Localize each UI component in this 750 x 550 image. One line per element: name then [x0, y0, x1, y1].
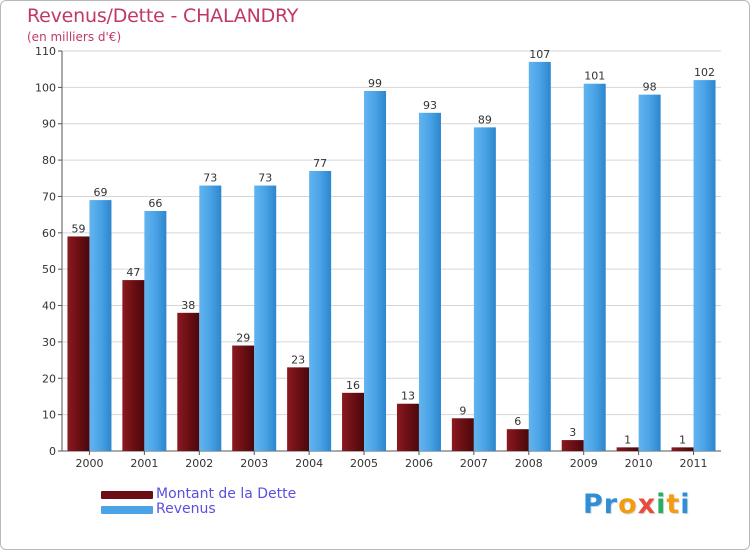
logo-letter: i [656, 489, 667, 520]
data-label-debt: 59 [71, 222, 85, 235]
data-label-debt: 29 [236, 332, 250, 345]
data-label-revenue: 69 [93, 186, 107, 199]
bar-debt [396, 403, 419, 451]
data-label-revenue: 93 [423, 99, 437, 112]
chart-title: Revenus/Dette - CHALANDRY [27, 5, 299, 27]
data-label-revenue: 73 [258, 172, 272, 185]
x-tick-label: 2005 [350, 457, 378, 470]
legend-label-revenue: Revenus [156, 501, 216, 517]
bar-revenue [254, 185, 277, 451]
bar-debt [177, 312, 200, 451]
data-label-debt: 38 [181, 299, 195, 312]
data-label-revenue: 89 [478, 113, 492, 126]
x-tick-label: 2011 [680, 457, 708, 470]
bar-revenue [309, 171, 332, 451]
data-label-debt: 1 [679, 433, 686, 446]
data-label-debt: 1 [624, 433, 631, 446]
x-tick-label: 2009 [570, 457, 598, 470]
x-tick-label: 2010 [625, 457, 653, 470]
data-label-revenue: 107 [529, 48, 550, 61]
bar-revenue [583, 83, 606, 452]
data-label-debt: 3 [569, 426, 576, 439]
bar-debt [287, 367, 310, 451]
x-tick-label: 2001 [130, 457, 158, 470]
data-label-revenue: 66 [148, 197, 162, 210]
x-tick-label: 2007 [460, 457, 488, 470]
logo-letter: i [680, 489, 691, 520]
y-tick-label: 60 [42, 227, 56, 240]
bar-debt [616, 447, 639, 451]
bar-debt [671, 447, 694, 451]
proxiti-logo: Proxiti [583, 489, 691, 520]
y-tick-label: 80 [42, 154, 56, 167]
bar-revenue [199, 185, 222, 451]
y-tick-label: 100 [35, 81, 56, 94]
logo-letter: r [603, 489, 619, 520]
bar-debt [451, 418, 474, 451]
data-label-revenue: 98 [643, 81, 657, 94]
bar-debt [506, 429, 529, 451]
data-label-debt: 13 [401, 390, 415, 403]
data-label-revenue: 77 [313, 157, 327, 170]
bar-revenue [638, 94, 661, 452]
data-label-debt: 47 [126, 266, 140, 279]
bar-revenue [89, 200, 112, 451]
logo-letter: x [637, 489, 657, 520]
logo-letter: P [583, 489, 604, 520]
x-tick-label: 2003 [240, 457, 268, 470]
legend-swatch-debt [101, 491, 153, 499]
bar-revenue [364, 91, 387, 451]
data-label-revenue: 73 [203, 172, 217, 185]
y-tick-label: 90 [42, 118, 56, 131]
x-tick-label: 2008 [515, 457, 543, 470]
bar-debt [122, 280, 145, 451]
data-label-revenue: 102 [694, 66, 715, 79]
y-tick-label: 0 [49, 445, 56, 458]
bar-chart: 0102030405060708090100110596920004766200… [35, 45, 721, 470]
bar-debt [561, 440, 584, 451]
data-label-debt: 9 [459, 404, 466, 417]
x-tick-label: 2004 [295, 457, 323, 470]
bar-revenue [693, 80, 716, 451]
legend-swatch-revenue [101, 506, 153, 514]
data-label-debt: 6 [514, 415, 521, 428]
y-tick-label: 110 [35, 45, 56, 58]
x-tick-label: 2006 [405, 457, 433, 470]
bar-debt [342, 392, 365, 451]
bar-revenue [418, 112, 441, 452]
bar-debt [232, 345, 255, 451]
y-tick-label: 70 [42, 190, 56, 203]
x-tick-label: 2002 [185, 457, 213, 470]
y-tick-label: 40 [42, 300, 56, 313]
bar-debt [67, 236, 90, 451]
data-label-revenue: 101 [584, 70, 605, 83]
y-tick-label: 20 [42, 372, 56, 385]
data-label-revenue: 99 [368, 77, 382, 90]
logo-letter: o [618, 489, 638, 520]
bar-revenue [473, 127, 496, 451]
legend-label-debt: Montant de la Dette [156, 486, 297, 502]
y-tick-label: 30 [42, 336, 56, 349]
chart-subtitle: (en milliers d'€) [27, 30, 122, 44]
data-label-debt: 23 [291, 353, 305, 366]
bar-revenue [528, 61, 551, 452]
y-tick-label: 50 [42, 263, 56, 276]
x-tick-label: 2000 [75, 457, 103, 470]
bar-revenue [144, 211, 167, 451]
logo-letter: t [666, 489, 681, 520]
y-tick-label: 10 [42, 409, 56, 422]
data-label-debt: 16 [346, 379, 360, 392]
